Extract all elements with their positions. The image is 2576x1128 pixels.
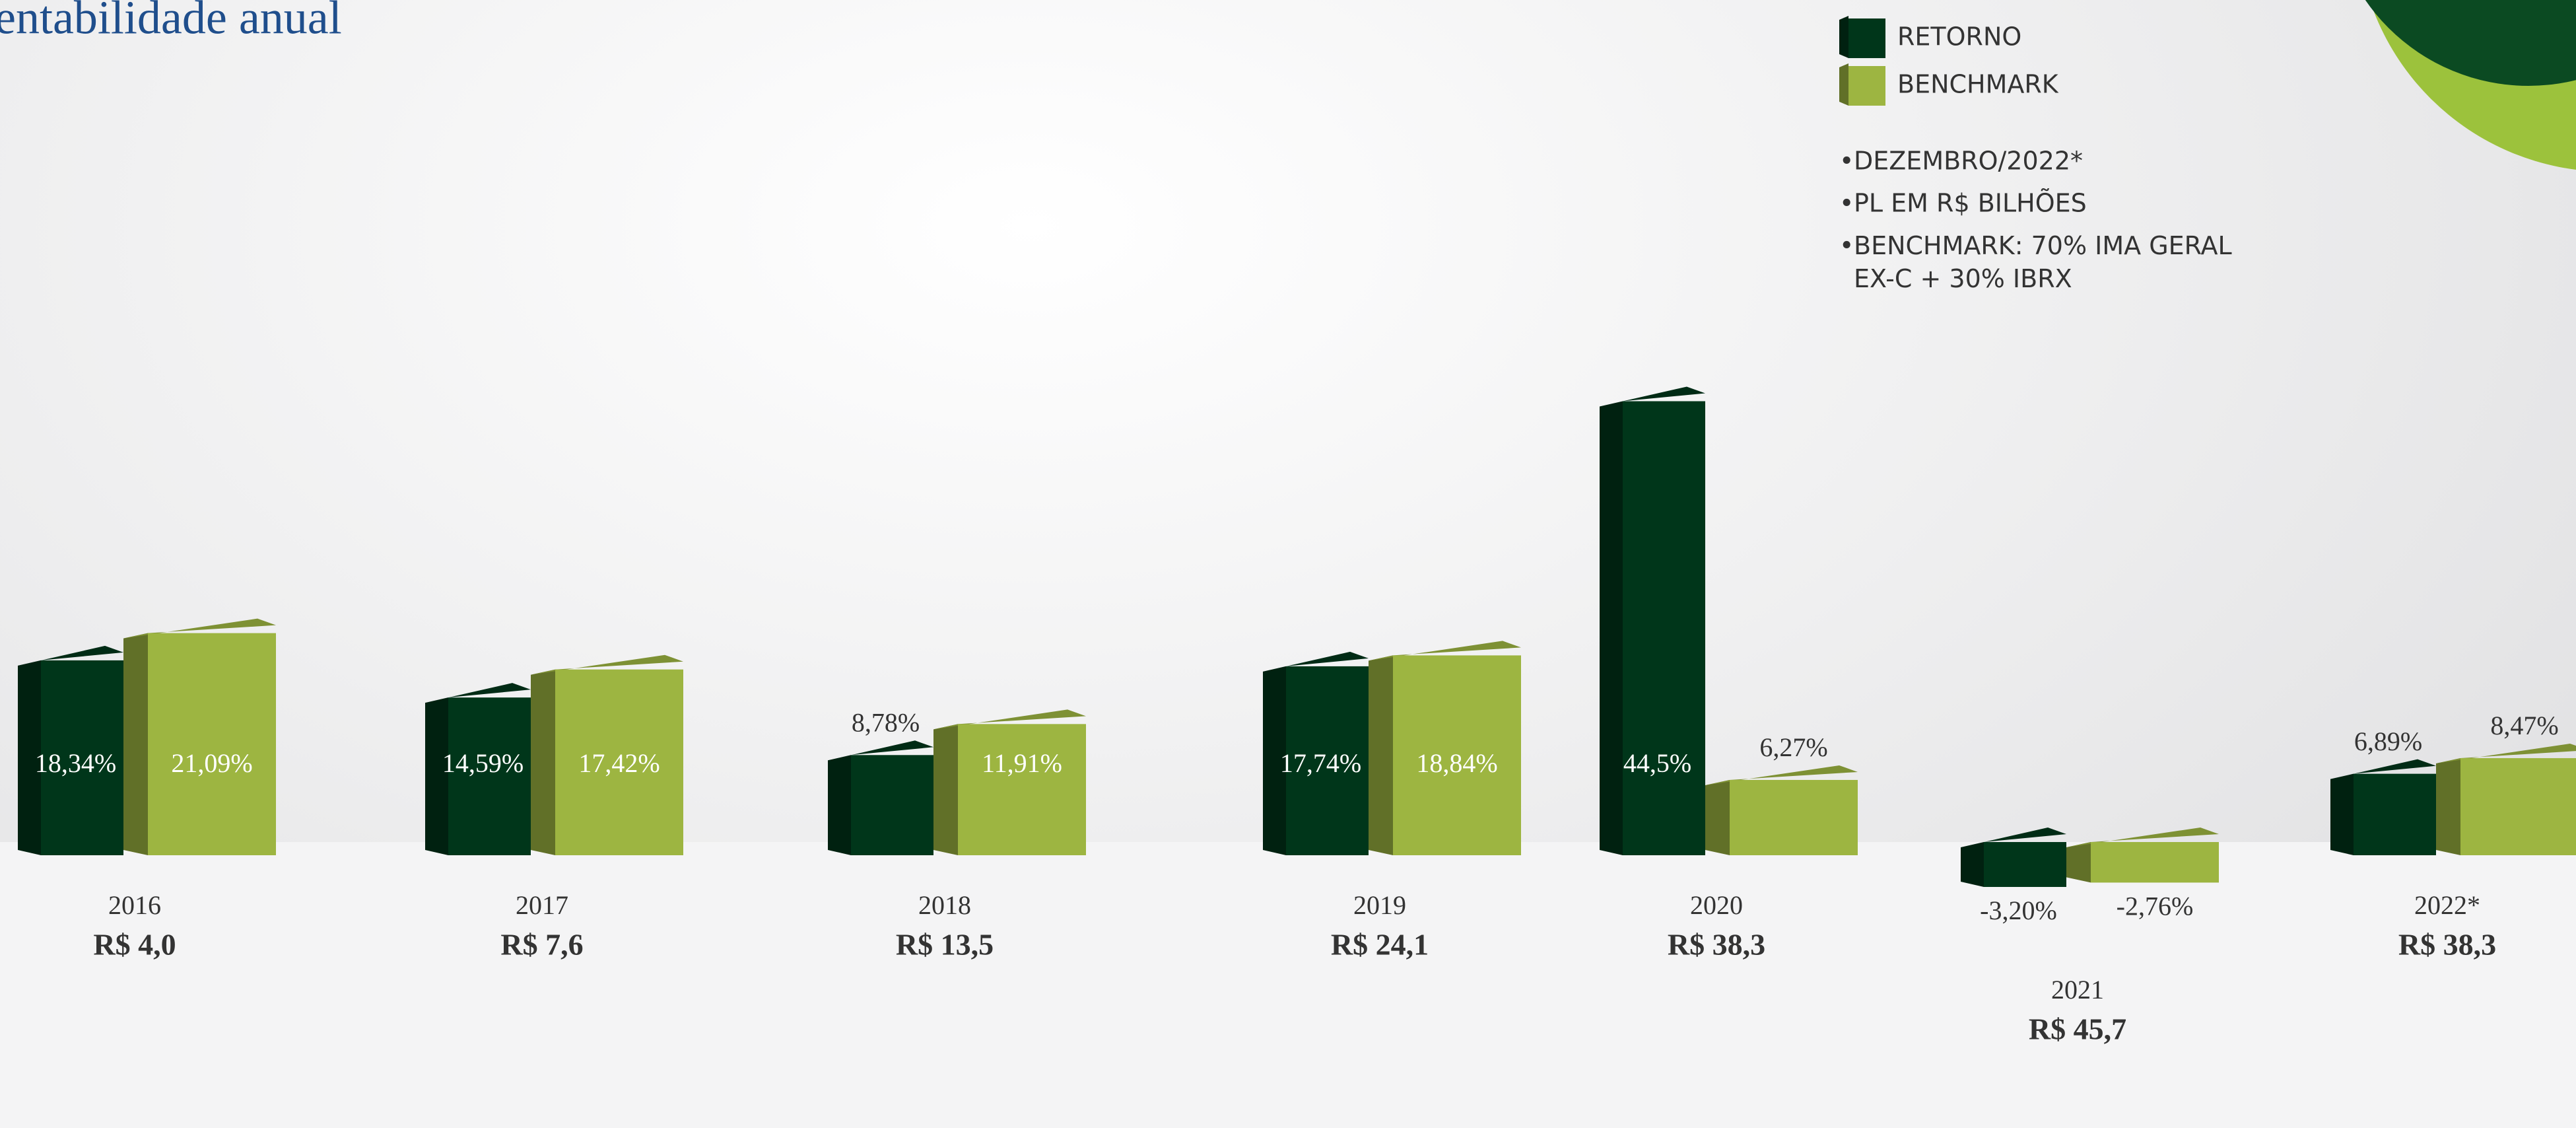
- bar: [1393, 655, 1521, 855]
- x-tick-label: 2020: [1690, 890, 1743, 920]
- bar-side: [2066, 842, 2091, 883]
- pl-label: R$ 13,5: [896, 928, 994, 962]
- note-bullet: •: [1839, 189, 1854, 218]
- pl-label: R$ 38,3: [2398, 928, 2496, 962]
- legend-swatch: [1839, 16, 1848, 58]
- x-tick-label: 2016: [108, 890, 161, 920]
- bar: [958, 724, 1086, 855]
- bar-side: [1369, 655, 1393, 855]
- x-tick-label: 2021: [2051, 975, 2104, 1005]
- bar-top: [1705, 765, 1858, 785]
- bar-top: [1600, 386, 1705, 407]
- x-tick-label: 2022*: [2414, 890, 2480, 920]
- bar-side: [2436, 758, 2460, 855]
- bar-side: [2330, 773, 2354, 855]
- bar-side: [1263, 666, 1286, 855]
- legend-swatch: [1848, 66, 1885, 106]
- value-label: 8,47%: [2490, 711, 2558, 740]
- pl-label: R$ 38,3: [1668, 928, 1765, 962]
- pl-label: R$ 7,6: [500, 928, 583, 962]
- bar-top: [425, 683, 531, 703]
- value-label: -2,76%: [2117, 892, 2194, 921]
- bar-side: [933, 724, 958, 855]
- note: BENCHMARK: 70% IMA GERAL EX-C + 30% IBRX: [1854, 231, 2232, 293]
- floor: [0, 842, 2576, 1128]
- pl-label: R$ 24,1: [1331, 928, 1429, 962]
- decoration: [2365, 0, 2576, 86]
- bar-top: [1369, 641, 1521, 661]
- value-label: 11,91%: [982, 748, 1062, 778]
- legend-label: RETORNO: [1897, 22, 2021, 52]
- bar-side: [123, 633, 148, 855]
- bar: [555, 669, 683, 855]
- bar-top: [531, 654, 683, 675]
- x-tick-label: 2017: [516, 890, 568, 920]
- bar: [2460, 758, 2576, 855]
- bar: [851, 755, 933, 855]
- x-tick-label: 2018: [918, 890, 971, 920]
- legend-label: BENCHMARK: [1897, 70, 2059, 99]
- bar-side: [1705, 779, 1730, 855]
- bar: [2354, 773, 2436, 855]
- bar: [2091, 842, 2219, 883]
- bar: [148, 633, 276, 855]
- value-label: 17,74%: [1280, 748, 1361, 778]
- note: DEZEMBRO/2022*: [1854, 147, 2083, 176]
- bar: [448, 697, 531, 855]
- legend-swatch: [1839, 63, 1848, 106]
- bar-side: [1961, 842, 1984, 887]
- value-label: 18,84%: [1416, 748, 1497, 778]
- bar: [41, 660, 123, 855]
- note-bullet: •: [1839, 231, 1854, 260]
- x-tick-label: 2019: [1353, 890, 1406, 920]
- pl-label: R$ 4,0: [93, 928, 176, 962]
- bar: [1623, 401, 1705, 855]
- chart-title: entabilidade anual: [0, 0, 342, 44]
- bar-side: [18, 660, 41, 855]
- note-bullet: •: [1839, 147, 1854, 176]
- note: PL EM R$ BILHÕES: [1854, 189, 2087, 218]
- bar-top: [123, 618, 276, 639]
- value-label: 8,78%: [852, 707, 920, 737]
- bar-side: [828, 755, 851, 855]
- value-label: 44,5%: [1623, 748, 1691, 778]
- value-label: 14,59%: [442, 748, 524, 778]
- legend-swatch: [1848, 18, 1885, 58]
- value-label: 21,09%: [171, 748, 252, 778]
- bar-top: [18, 645, 123, 666]
- bar-top: [933, 709, 1086, 730]
- bar-top: [1263, 651, 1369, 672]
- value-label: 6,89%: [2354, 726, 2422, 756]
- bar-top: [828, 740, 933, 761]
- bar: [1730, 779, 1858, 855]
- value-label: 6,27%: [1759, 732, 1827, 762]
- bar-side: [425, 697, 448, 855]
- bar-top: [1961, 828, 2066, 847]
- bar: [1984, 842, 2066, 887]
- value-label: -3,20%: [1980, 896, 2057, 925]
- bar-side: [531, 669, 555, 855]
- bar-top: [2436, 743, 2576, 763]
- bar: [1286, 666, 1369, 855]
- pl-label: R$ 45,7: [2029, 1012, 2126, 1046]
- bar-top: [2330, 759, 2436, 779]
- value-label: 18,34%: [35, 748, 116, 778]
- bar-side: [1600, 401, 1623, 855]
- bar-top: [2066, 828, 2219, 847]
- value-label: 17,42%: [578, 748, 660, 778]
